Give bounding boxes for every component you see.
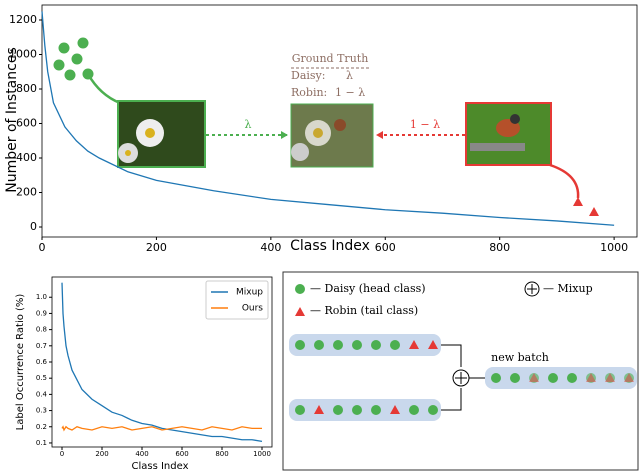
legend-box [205,280,269,320]
y-tick-label: 0.1 [36,439,47,447]
y-tick-label: 0.2 [36,423,47,431]
y-tick-label: 1000 [9,48,37,61]
x-tick-label: 1000 [600,241,628,254]
daisy [409,405,419,415]
y-tick-label: 1.0 [36,293,47,301]
legend-text: — Robin (tail class) [310,304,418,317]
y-axis-label: Label Occurrence Ratio (%) [15,294,26,431]
robin [428,340,438,349]
daisy [491,373,501,383]
daisy [371,340,381,350]
daisy [352,340,362,350]
daisy [510,373,520,383]
annotation: 1 − λ [335,86,365,99]
daisy [333,405,343,415]
daisy-icon [295,284,305,294]
mixed-photo [290,103,374,168]
legend-label: Mixup [236,288,263,298]
new-batch-label: new batch [491,351,549,364]
daisy [390,340,400,350]
head-dots [53,37,94,81]
robin [314,405,324,414]
y-tick-label: 600 [16,117,37,130]
y-tick-label: 0.9 [36,309,47,317]
daisy [371,405,381,415]
y-tick-label: 0.4 [36,390,48,398]
plot-frame [41,4,638,238]
y-tick-label: 400 [16,151,37,164]
mixup-icon [527,284,537,294]
batch [485,367,637,389]
batch [289,334,441,356]
merge-lines [441,344,485,411]
daisy [295,340,305,350]
diagram-panel [282,271,639,471]
robin [409,340,419,349]
daisy [567,373,577,383]
daisy [548,373,558,383]
x-tick-label: 800 [489,241,510,254]
batch [289,399,441,421]
x-tick-label: 600 [375,241,396,254]
x-tick-label: 400 [260,241,281,254]
robin-icon [295,307,305,316]
daisy [314,340,324,350]
mixed [605,373,615,382]
x-axis-label: Class Index [131,461,188,472]
batch-items [295,340,634,415]
x-tick-label: 0 [39,241,46,254]
legend-label: Ours [242,304,263,314]
daisy [428,405,438,415]
daisy-photo [117,100,206,168]
x-tick-label: 400 [135,450,148,458]
daisy [352,405,362,415]
y-tick-label: 0.5 [36,374,47,382]
annotation: Robin: [291,86,327,99]
x-tick-label: 200 [146,241,167,254]
x-axis-label: Class Index [290,238,370,254]
arrow-head [281,131,288,139]
y-tick-label: 0.8 [36,326,47,334]
x-tick-label: 0 [60,450,64,458]
mixed [529,373,539,382]
robin [390,405,400,414]
legend-text: — Daisy (head class) [310,282,426,295]
series-line [61,425,262,432]
daisy [295,405,305,415]
mixed [586,373,596,382]
y-tick-label: 1200 [9,13,37,26]
y-axis-label: Number of Instances [4,47,20,192]
annotation: Ground Truth [292,52,369,65]
y-tick-label: 800 [16,82,37,95]
annotation: λ [245,118,252,131]
x-tick-label: 200 [95,450,108,458]
tail-triangles [573,197,599,216]
y-tick-label: 0 [30,220,37,233]
x-tick-label: 800 [215,450,228,458]
mixed [624,373,634,382]
connector [86,73,121,105]
y-tick-label: 200 [16,185,37,198]
robin-photo [465,102,552,166]
y-tick-label: 0.7 [36,342,47,350]
y-tick-label: 0.3 [36,407,47,415]
series-line [41,11,615,226]
mixup-op [455,372,467,384]
arrow-head [376,131,383,139]
daisy [333,340,343,350]
y-tick-label: 0.6 [36,358,48,366]
x-tick-label: 1000 [253,450,271,458]
series-line [61,282,263,442]
legend-text: — Mixup [543,282,593,295]
annotation: Daisy: [291,69,325,82]
mixup-icon [524,281,540,297]
annotation: 1 − λ [410,118,440,131]
annotation: λ [346,69,353,82]
connector [549,163,580,199]
x-tick-label: 600 [175,450,188,458]
